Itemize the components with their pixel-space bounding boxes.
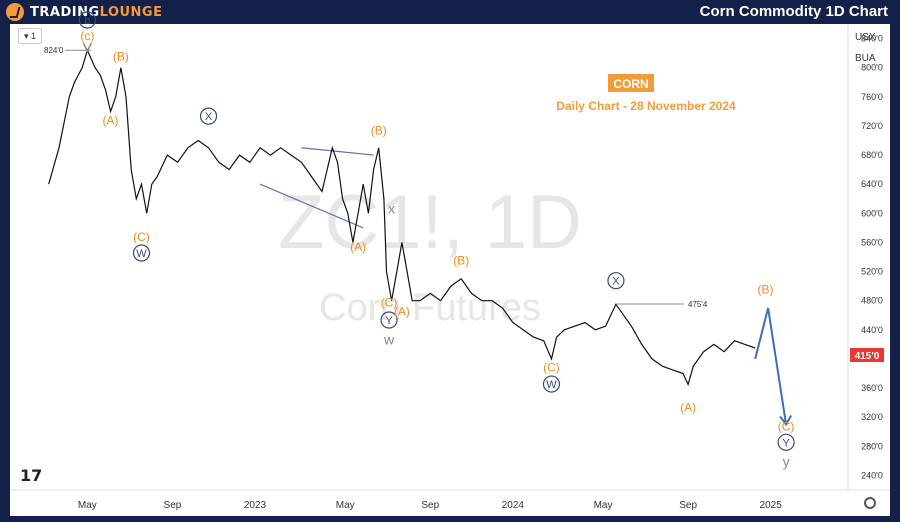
y-tick-label: 280'0 [861, 441, 883, 451]
x-tick-label: Sep [679, 500, 697, 511]
y-tick-label: 520'0 [861, 267, 883, 277]
price-mark-label: 475'4 [688, 300, 708, 309]
projection-arrowhead [779, 414, 792, 427]
x-tick-label: 2024 [502, 500, 525, 511]
wave-label: X [612, 276, 620, 288]
wave-label: (B) [113, 49, 129, 63]
header-title: Corn Commodity 1D Chart [699, 3, 888, 20]
wave-label: b [84, 15, 90, 27]
wave-label: (A) [103, 113, 119, 127]
brand-logo-icon [6, 3, 24, 21]
wave-label-circle [542, 375, 561, 393]
y-tick-label: 440'0 [861, 325, 883, 335]
x-tick-label: 2025 [760, 500, 783, 511]
y-tick-label: 720'0 [861, 121, 883, 131]
chart-panel [10, 24, 890, 516]
y-tick-label: 480'0 [861, 296, 883, 306]
y-tick-label: 680'0 [861, 150, 883, 160]
wave-label: (A) [350, 240, 366, 254]
watermark-symbol: ZC1!, 1D [278, 180, 582, 265]
last-price-badge [850, 348, 884, 362]
y-tick-label: 800'0 [861, 63, 883, 73]
trendline [259, 183, 364, 229]
price-mark-label: 824'0 [44, 46, 64, 55]
brand-logo: TRADINGLOUNGE [6, 2, 162, 22]
y-tick-label: 840'0 [861, 34, 883, 44]
interval-selector[interactable]: ▾ 1 [18, 28, 42, 44]
brand-prefix: TRADING [30, 4, 100, 20]
wave-label-circle [132, 244, 151, 262]
y-tick-label: 360'0 [861, 383, 883, 393]
settings-gear-icon[interactable] [864, 497, 876, 509]
tradingview-logo: 17 [20, 466, 43, 485]
x-tick-label: May [78, 500, 97, 511]
price-series-line [48, 48, 756, 387]
y-tick-label: 560'0 [861, 237, 883, 247]
wave-label-circle [777, 433, 795, 451]
projection-path [754, 307, 788, 425]
wave-label: y [783, 454, 790, 470]
wave-label: w [383, 331, 395, 347]
axis-unit[interactable]: BUA [855, 53, 876, 64]
wave-label: (c) [80, 29, 94, 43]
y-tick-label: 320'0 [861, 412, 883, 422]
chart-title-badge [608, 74, 654, 92]
wave-label: (A) [680, 400, 696, 414]
wave-label: (C) [381, 296, 398, 310]
x-tick-label: 2023 [244, 500, 267, 511]
wave-label-circle [607, 272, 625, 290]
y-tick-label: 600'0 [861, 208, 883, 218]
wave-label-circle [199, 107, 218, 125]
top-banner: TRADINGLOUNGE Corn Commodity 1D Chart [0, 0, 900, 24]
brand-suffix: LOUNGE [99, 4, 163, 20]
wave-label: W [546, 379, 557, 391]
peak-marker-icon [82, 42, 93, 53]
y-tick-label: 640'0 [861, 179, 883, 189]
x-tick-label: May [594, 500, 613, 511]
wave-label: X [205, 111, 213, 123]
interval-label: 1 [31, 31, 37, 41]
wave-label-circle [78, 11, 96, 29]
wave-label: Y [385, 315, 393, 327]
wave-label: x [388, 200, 395, 216]
chart-title: CORN [613, 77, 648, 91]
x-tick-label: Sep [421, 500, 439, 511]
y-tick-label: 760'0 [861, 92, 883, 102]
wave-label: (B) [757, 282, 773, 296]
wave-label: (A) [394, 304, 410, 318]
trendline [301, 147, 374, 156]
wave-label: (C) [543, 360, 560, 374]
last-price-label: 415'0 [855, 351, 880, 362]
wave-label: (B) [453, 253, 469, 267]
wave-label: (C) [778, 419, 795, 433]
wave-label: W [136, 248, 147, 260]
x-tick-label: Sep [164, 500, 182, 511]
chart-subtitle: Daily Chart - 28 November 2024 [556, 99, 736, 113]
y-tick-label: 240'0 [861, 470, 883, 480]
wave-label: Y [782, 437, 790, 449]
axis-currency[interactable]: USX [855, 32, 876, 43]
price-axis[interactable] [848, 24, 890, 516]
wave-label-circle [380, 311, 398, 329]
x-tick-label: May [336, 500, 355, 511]
wave-label: (C) [133, 230, 150, 244]
wave-label: (B) [371, 124, 387, 138]
